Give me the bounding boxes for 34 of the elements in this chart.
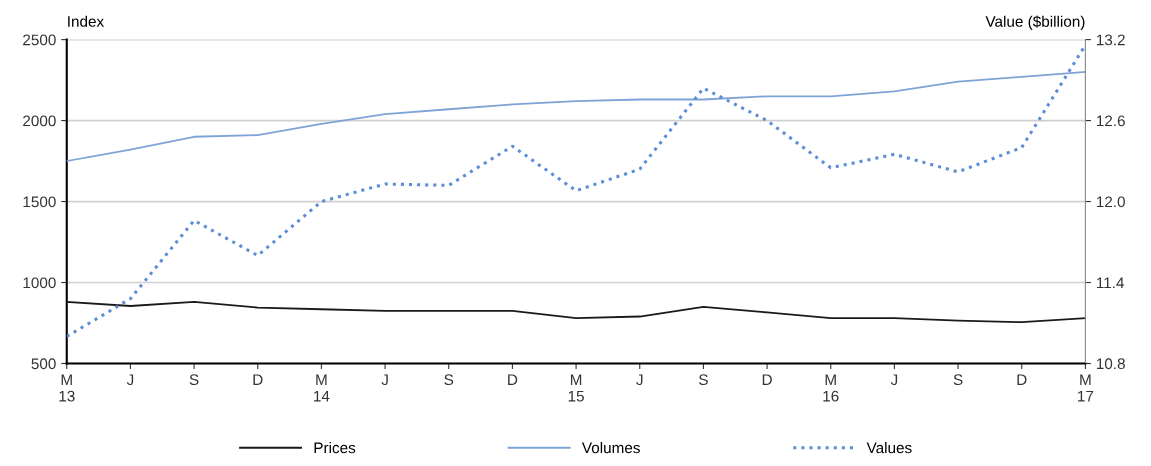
legend-label: Volumes: [581, 442, 640, 454]
x-tick-label: S: [699, 374, 708, 386]
y2-tick-label: 10.8: [1096, 358, 1125, 370]
line-series: [66, 71, 1086, 162]
x-tick-label: J: [636, 374, 643, 386]
x-tick-label: J: [890, 374, 898, 386]
x-tick-label: D: [253, 374, 263, 385]
x-tick-label: D: [508, 374, 518, 385]
y-tick-label: 2500: [23, 34, 56, 46]
line-series: [66, 301, 1086, 324]
x-tick-label: D: [762, 374, 772, 385]
x-tick-label: D: [1017, 374, 1027, 385]
x-tick-label: S: [953, 374, 963, 386]
y2-tick-label: 13.2: [1096, 34, 1125, 46]
y-tick-label: 2000: [23, 115, 56, 127]
x-tick-label: J: [381, 374, 388, 386]
x-tick-label: S: [444, 374, 454, 386]
x-tick-label: M 13: [59, 374, 75, 402]
y2-tick-label: 11.4: [1096, 277, 1124, 289]
x-tick-label: J: [126, 374, 134, 386]
y-tick-label: 1500: [23, 196, 56, 208]
x-tick-label: M 15: [568, 374, 584, 402]
x-tick-label: M 17: [1078, 374, 1094, 402]
y2-axis-title: Value ($billion): [985, 15, 1085, 30]
legend-label: Values: [866, 442, 912, 454]
y-axis-title: Index: [68, 15, 104, 27]
x-tick-label: M 14: [314, 374, 330, 402]
legend-label: Prices: [314, 442, 356, 454]
x-tick-label: M 16: [823, 374, 839, 402]
y-tick-label: 1000: [23, 277, 56, 289]
y2-tick-label: 12.6: [1096, 115, 1125, 127]
x-tick-label: S: [189, 374, 199, 386]
y2-tick-label: 12.0: [1096, 196, 1125, 208]
y-tick-label: 500: [31, 358, 56, 370]
